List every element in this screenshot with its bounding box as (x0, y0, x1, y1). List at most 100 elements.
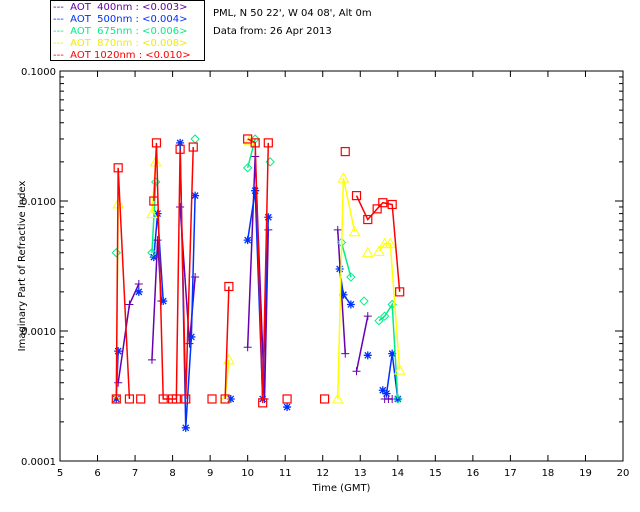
legend-entry: --- AOT 675nm : <0.006> (53, 26, 188, 37)
x-tick-label: 20 (617, 468, 630, 479)
series-line (153, 142, 194, 400)
triangle-marker (378, 237, 391, 249)
plus-marker (352, 367, 361, 376)
square-marker (171, 394, 181, 404)
asterisk-marker (159, 297, 168, 306)
asterisk-marker (134, 287, 143, 296)
square-marker (263, 138, 273, 148)
location-text: PML, N 50 22', W 04 08', Alt 0m (213, 8, 372, 19)
asterisk-marker (181, 423, 190, 432)
diamond-marker (190, 134, 200, 144)
y-tick-label: 0.0010 (21, 327, 56, 338)
diamond-marker (242, 163, 253, 173)
square-marker (258, 398, 268, 408)
asterisk-marker (388, 349, 397, 358)
y-tick-label: 0.0001 (21, 457, 56, 468)
x-tick-label: 13 (354, 468, 367, 479)
asterisk-marker (176, 138, 185, 147)
info-text: PML, N 50 22', W 04 08', Alt 0m Data fro… (213, 5, 372, 41)
x-tick-label: 12 (316, 468, 329, 479)
diamond-marker (151, 177, 161, 187)
square-marker (158, 394, 168, 404)
square-marker (149, 196, 159, 206)
legend-entry: --- AOT 400nm : <0.003> (53, 2, 188, 13)
plus-marker (341, 349, 350, 358)
asterisk-marker (114, 347, 123, 356)
x-tick-label: 5 (57, 468, 63, 479)
square-marker (282, 394, 292, 404)
x-tick-label: 18 (542, 468, 555, 479)
triangle-marker (146, 207, 158, 219)
asterisk-marker (149, 253, 158, 262)
diamond-marker (374, 315, 384, 326)
x-tick-label: 10 (241, 468, 254, 479)
asterisk-marker (187, 332, 196, 341)
legend-entry: --- AOT 500nm : <0.004> (53, 14, 188, 25)
square-marker (250, 138, 260, 148)
triangle-marker (337, 172, 350, 183)
series-line (336, 177, 356, 399)
plus-marker (125, 300, 134, 309)
series-4 (111, 134, 405, 408)
legend-entry: --- AOT 870nm : <0.008> (53, 38, 188, 49)
diamond-marker (111, 248, 122, 258)
x-tick-label: 11 (279, 468, 292, 479)
x-tick-label: 7 (132, 468, 138, 479)
triangle-marker (331, 392, 344, 404)
square-marker (113, 163, 123, 173)
asterisk-marker (363, 351, 372, 360)
x-tick-label: 19 (579, 468, 592, 479)
series-line (224, 286, 230, 399)
x-tick-label: 8 (169, 468, 175, 479)
series-line (336, 229, 347, 354)
square-marker (363, 214, 373, 225)
asterisk-marker (382, 389, 391, 398)
x-tick-label: 9 (207, 468, 213, 479)
square-marker (111, 394, 121, 404)
square-marker (387, 199, 397, 210)
square-marker (340, 146, 350, 157)
legend-entry: --- AOT 1020nm : <0.010> (53, 50, 191, 61)
asterisk-marker (335, 264, 344, 273)
square-marker (220, 394, 230, 404)
square-marker (175, 144, 185, 154)
square-marker (372, 204, 382, 214)
series-line (246, 156, 270, 400)
series-line (378, 302, 399, 400)
asterisk-marker (191, 191, 200, 200)
square-marker (224, 281, 234, 292)
asterisk-marker (226, 394, 235, 403)
asterisk-marker (243, 236, 252, 245)
plus-marker (176, 202, 185, 211)
plus-marker (333, 225, 342, 234)
square-marker (151, 138, 162, 148)
triangle-marker (348, 225, 361, 237)
square-marker (207, 394, 217, 404)
x-tick-label: 14 (391, 468, 404, 479)
square-marker (181, 394, 191, 404)
triangle-marker (361, 246, 374, 258)
asterisk-marker (346, 300, 355, 309)
square-marker (136, 394, 146, 404)
x-tick-label: 17 (504, 468, 517, 479)
square-marker (124, 394, 135, 404)
square-marker (320, 394, 330, 404)
diamond-marker (346, 272, 356, 282)
square-marker (378, 198, 388, 208)
y-axis-label: Imaginary Part of Refractive Index (17, 181, 28, 352)
legend: --- AOT 400nm : <0.003> --- AOT 500nm : <… (50, 0, 205, 61)
diamond-marker (379, 311, 390, 321)
date-text: Data from: 26 Apr 2013 (213, 26, 332, 37)
square-marker (188, 142, 198, 152)
diamond-marker (359, 296, 369, 306)
x-tick-label: 15 (429, 468, 442, 479)
diamond-marker (147, 248, 157, 258)
asterisk-marker (251, 186, 260, 195)
diamond-marker (393, 394, 403, 404)
square-marker (351, 191, 362, 201)
plus-marker (114, 378, 123, 387)
series-line (355, 316, 369, 372)
series-line (340, 242, 352, 278)
triangle-marker (373, 245, 385, 256)
